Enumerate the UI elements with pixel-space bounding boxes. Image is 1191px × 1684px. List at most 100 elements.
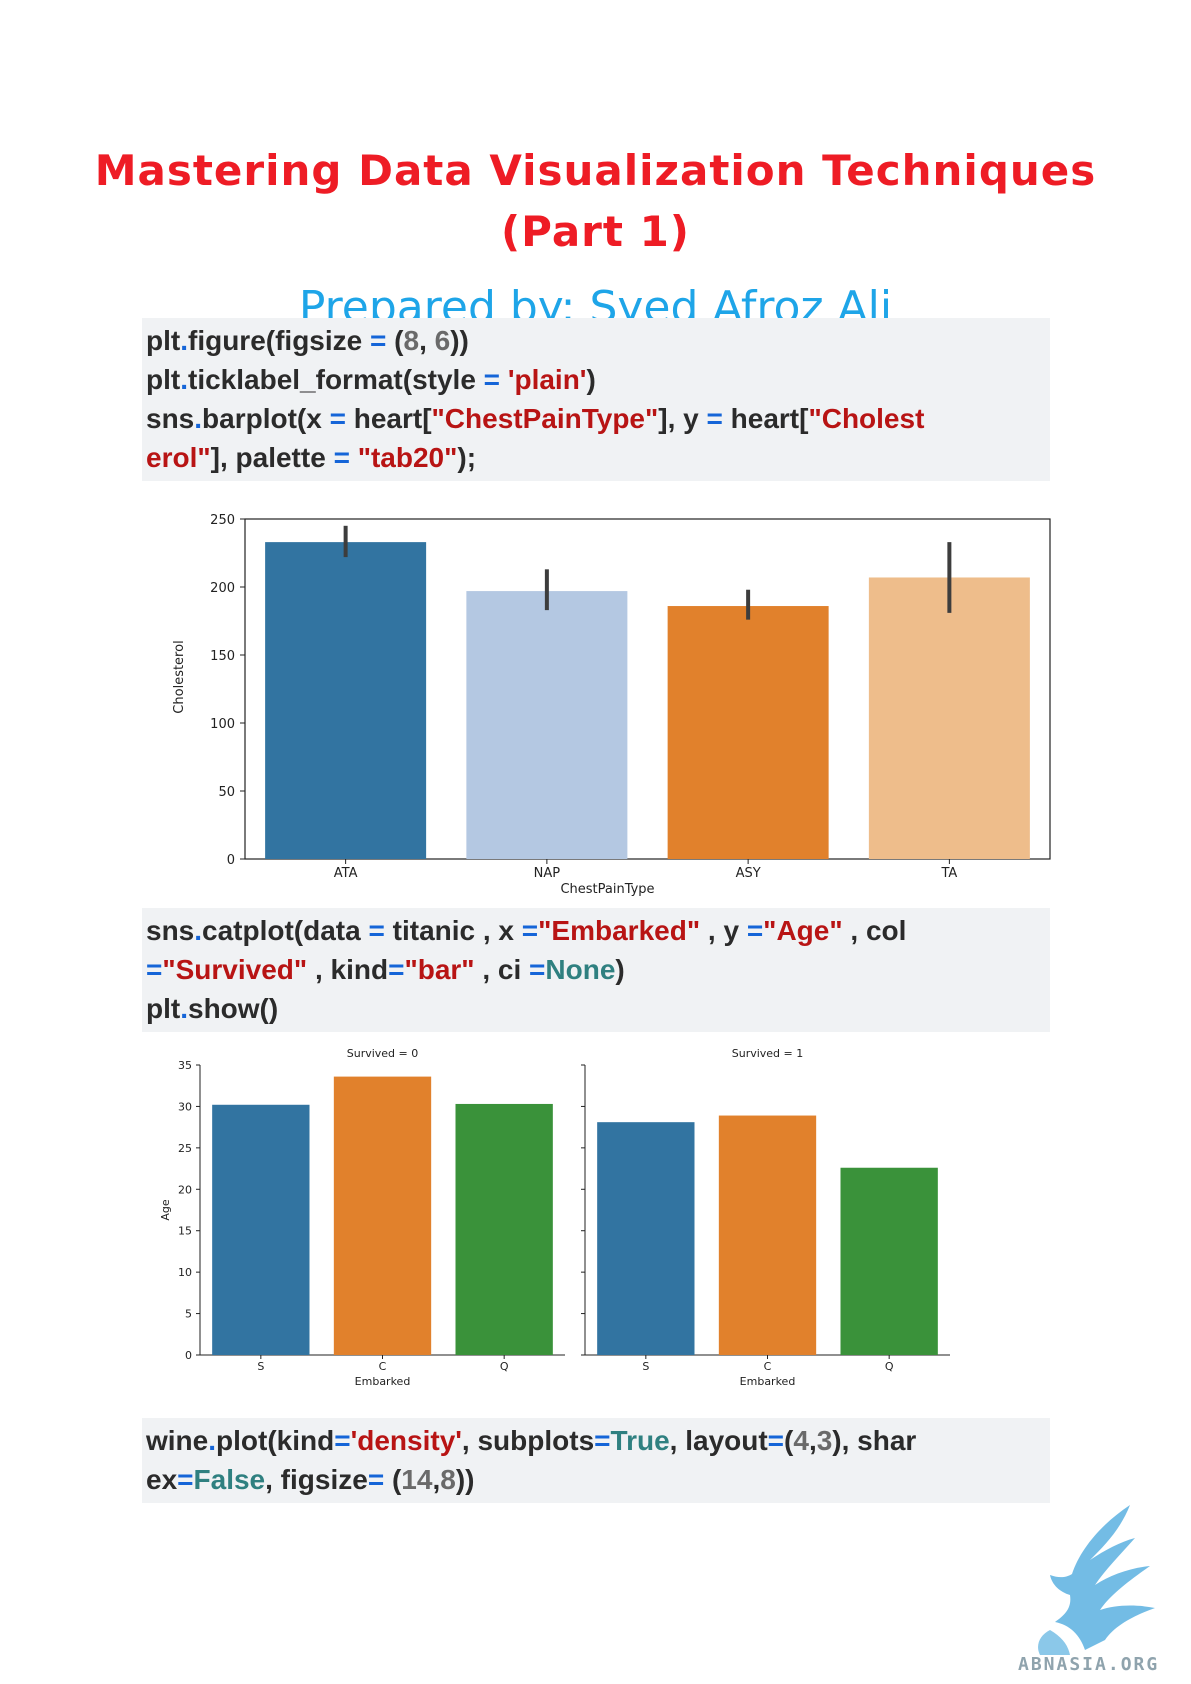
code-token: None bbox=[545, 954, 616, 985]
code-token: = bbox=[767, 1425, 785, 1456]
bar bbox=[455, 1103, 553, 1355]
code-token: = bbox=[594, 1425, 611, 1456]
code-token: ( bbox=[384, 1464, 402, 1495]
bar bbox=[868, 577, 1030, 859]
code-token: ); bbox=[457, 442, 477, 473]
y-tick-label: 200 bbox=[210, 581, 235, 596]
y-tick-label: 25 bbox=[178, 1142, 192, 1155]
code-token: sns bbox=[146, 403, 195, 434]
x-axis-label: ChestPainType bbox=[560, 882, 654, 897]
code-block-catplot: sns.catplot(data = titanic , x ="Embarke… bbox=[142, 908, 1050, 1032]
code-token: sns bbox=[146, 915, 195, 946]
code-token: False bbox=[193, 1464, 266, 1495]
code-token: . bbox=[180, 993, 188, 1024]
code-token: show() bbox=[188, 993, 279, 1024]
code-token: ], y bbox=[658, 403, 707, 434]
code-token: ( bbox=[784, 1425, 794, 1456]
code-token: "Age" bbox=[763, 915, 843, 946]
code-token: ), shar bbox=[832, 1425, 917, 1456]
code-line: plt.figure(figsize = (8, 6)) bbox=[146, 321, 1046, 360]
facet-title: Survived = 0 bbox=[347, 1047, 419, 1060]
code-token: barplot(x bbox=[202, 403, 330, 434]
code-token: = bbox=[483, 364, 501, 395]
code-token: 8 bbox=[440, 1464, 456, 1495]
x-tick-label: ATA bbox=[334, 866, 358, 881]
code-token: = bbox=[368, 915, 385, 946]
code-token: = bbox=[334, 1425, 351, 1456]
code-token: "Survived" bbox=[162, 954, 308, 985]
code-token: , bbox=[808, 1425, 817, 1456]
code-token: = bbox=[370, 325, 387, 356]
code-token: , subplots bbox=[461, 1425, 595, 1456]
y-axis-label: Cholesterol bbox=[172, 640, 187, 713]
code-token: ], palette bbox=[210, 442, 334, 473]
x-axis-label: Embarked bbox=[740, 1375, 796, 1388]
y-tick-label: 35 bbox=[178, 1059, 192, 1072]
code-token: = bbox=[706, 403, 723, 434]
y-tick-label: 5 bbox=[185, 1308, 192, 1321]
code-token: figure(figsize bbox=[188, 325, 371, 356]
facet-title: Survived = 1 bbox=[732, 1047, 804, 1060]
code-token: . bbox=[180, 364, 188, 395]
code-block-density-plot: wine.plot(kind='density', subplots=True,… bbox=[142, 1418, 1050, 1503]
y-tick-label: 0 bbox=[227, 853, 235, 868]
code-line: ex=False, figsize= (14,8)) bbox=[146, 1460, 1046, 1499]
code-token: "Embarked" bbox=[538, 915, 701, 946]
bar bbox=[718, 1115, 817, 1355]
y-tick-label: 20 bbox=[178, 1183, 192, 1196]
code-token: , bbox=[432, 1464, 441, 1495]
code-token: plt bbox=[146, 364, 181, 395]
bar bbox=[212, 1104, 310, 1355]
code-line: plt.ticklabel_format(style = 'plain') bbox=[146, 360, 1046, 399]
plot-frame bbox=[244, 518, 1051, 860]
code-token: 3 bbox=[816, 1425, 833, 1456]
code-line: wine.plot(kind='density', subplots=True,… bbox=[146, 1421, 1046, 1460]
code-token: plt bbox=[146, 325, 181, 356]
y-tick-label: 30 bbox=[178, 1100, 192, 1113]
bar bbox=[840, 1167, 938, 1355]
bar bbox=[265, 542, 427, 859]
code-token: . bbox=[180, 325, 188, 356]
code-token: ( bbox=[386, 325, 404, 356]
x-tick-label: Q bbox=[500, 1360, 509, 1373]
code-line: plt.show() bbox=[146, 989, 1046, 1028]
code-token: , ci bbox=[474, 954, 530, 985]
x-axis-label: Embarked bbox=[355, 1375, 411, 1388]
bar bbox=[466, 591, 628, 859]
code-token: ) bbox=[586, 364, 596, 395]
x-tick-label: C bbox=[379, 1360, 387, 1373]
code-line: ="Survived" , kind="bar" , ci =None) bbox=[146, 950, 1046, 989]
bar bbox=[333, 1076, 432, 1355]
y-tick-label: 100 bbox=[210, 717, 235, 732]
y-axis-label: Age bbox=[159, 1199, 172, 1221]
code-token: = bbox=[521, 915, 539, 946]
code-token: "bar" bbox=[404, 954, 475, 985]
document-title-line2: (Part 1) bbox=[500, 207, 691, 256]
x-tick-label: C bbox=[764, 1360, 772, 1373]
code-token: ) bbox=[615, 954, 625, 985]
code-token: heart[ bbox=[345, 403, 432, 434]
code-token: titanic , x bbox=[384, 915, 522, 946]
code-token: catplot(data bbox=[202, 915, 369, 946]
code-token: "tab20" bbox=[357, 442, 458, 473]
code-token: , kind bbox=[307, 954, 389, 985]
code-token: = bbox=[529, 954, 546, 985]
code-token bbox=[350, 442, 358, 473]
code-token: plt bbox=[146, 993, 181, 1024]
x-tick-label: NAP bbox=[534, 866, 561, 881]
code-token: , bbox=[419, 325, 435, 356]
x-tick-label: ASY bbox=[736, 866, 761, 881]
bar bbox=[667, 606, 829, 859]
code-token: ex bbox=[146, 1464, 178, 1495]
code-token: 'plain' bbox=[507, 364, 587, 395]
griffin-logo-icon bbox=[1038, 1505, 1155, 1655]
y-tick-label: 15 bbox=[178, 1225, 192, 1238]
y-tick-label: 10 bbox=[178, 1266, 192, 1279]
x-tick-label: S bbox=[642, 1360, 649, 1373]
bar bbox=[597, 1122, 695, 1355]
code-token: heart[ bbox=[722, 403, 809, 434]
code-token: , y bbox=[700, 915, 747, 946]
code-token: )) bbox=[450, 325, 469, 356]
code-token: = bbox=[367, 1464, 385, 1495]
cholesterol-bar-chart: 0 50 100 150 200 250 ATA NAP ASY TA ChestPainType C… bbox=[172, 513, 1051, 897]
